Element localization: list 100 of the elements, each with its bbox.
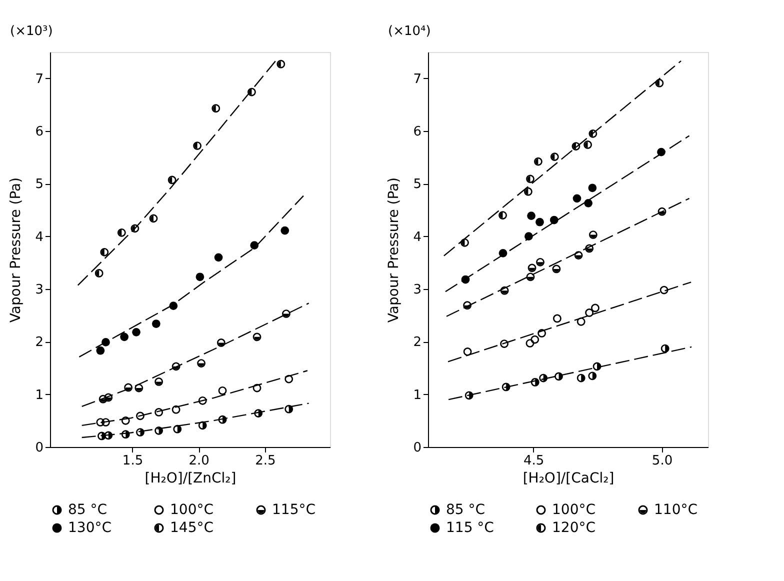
y-tick-label: 1 bbox=[413, 388, 422, 403]
y-tick-label: 1 bbox=[35, 388, 44, 403]
point bbox=[660, 344, 670, 353]
point bbox=[655, 78, 664, 88]
point bbox=[214, 253, 223, 262]
text: (×10³) bbox=[10, 24, 53, 39]
point bbox=[130, 224, 140, 233]
y-tick-label: 0 bbox=[35, 440, 44, 456]
point bbox=[172, 362, 180, 371]
y-tick-label: 3 bbox=[35, 282, 44, 298]
y-tick-label: 3 bbox=[413, 282, 422, 298]
point bbox=[460, 238, 469, 247]
point bbox=[94, 269, 104, 278]
point bbox=[536, 258, 544, 266]
legend-label: 145°C bbox=[170, 520, 214, 536]
point bbox=[572, 194, 582, 203]
point bbox=[500, 340, 508, 348]
point bbox=[553, 314, 562, 323]
text: (×10⁴) bbox=[388, 24, 431, 39]
point bbox=[500, 286, 509, 295]
y-tick-label: 4 bbox=[413, 230, 422, 245]
x-tick-label: 2.0 bbox=[188, 454, 210, 468]
point bbox=[658, 207, 666, 216]
point bbox=[550, 216, 558, 224]
point bbox=[588, 230, 598, 239]
y-tick-label: 2 bbox=[35, 335, 44, 350]
legend-label: 85 °C bbox=[446, 502, 486, 518]
point bbox=[528, 264, 536, 272]
line-series bbox=[81, 370, 308, 426]
point bbox=[530, 335, 540, 344]
point bbox=[197, 359, 206, 368]
y-tick-label: 0 bbox=[413, 440, 422, 456]
point bbox=[534, 157, 542, 166]
x-axis-title: [H₂O]/[ZnCl₂] bbox=[144, 470, 236, 486]
point bbox=[154, 378, 163, 386]
legend-label: 120°C bbox=[552, 520, 596, 536]
y-tick-label: 4 bbox=[35, 230, 44, 245]
point bbox=[527, 212, 536, 220]
x-tick-label: 1.5 bbox=[122, 454, 144, 468]
point bbox=[193, 142, 202, 150]
y-axis-title: Vapour Pressure (Pa) bbox=[8, 177, 24, 323]
point bbox=[498, 211, 507, 220]
point bbox=[120, 332, 128, 342]
point bbox=[585, 244, 594, 253]
point bbox=[252, 332, 262, 342]
point bbox=[536, 218, 544, 226]
x-tick-label: 5.0 bbox=[652, 454, 673, 468]
line-series bbox=[81, 402, 310, 438]
point bbox=[530, 378, 540, 386]
point bbox=[218, 386, 227, 395]
point bbox=[588, 372, 597, 380]
legend-label: 100°C bbox=[552, 502, 596, 518]
point bbox=[248, 88, 256, 96]
y-tick-label: 7 bbox=[35, 72, 44, 87]
point bbox=[124, 383, 132, 392]
point bbox=[282, 310, 290, 318]
point bbox=[212, 104, 220, 113]
point bbox=[104, 393, 113, 402]
x-tick-label: 4.5 bbox=[523, 454, 544, 468]
point bbox=[584, 140, 592, 149]
legend-label: 100°C bbox=[170, 502, 214, 518]
point bbox=[96, 346, 105, 355]
point bbox=[588, 184, 597, 192]
legend-label: 110°C bbox=[654, 502, 698, 518]
point bbox=[250, 241, 259, 250]
point bbox=[196, 272, 204, 282]
point bbox=[526, 174, 534, 184]
point bbox=[576, 374, 586, 382]
point bbox=[149, 214, 158, 223]
line-series bbox=[81, 302, 310, 408]
x-tick-label: 2.5 bbox=[255, 454, 276, 468]
point bbox=[217, 338, 226, 347]
point bbox=[550, 152, 559, 161]
point bbox=[280, 226, 290, 235]
point bbox=[524, 187, 532, 196]
y-tick-label: 5 bbox=[35, 177, 44, 192]
y-axis-title: Vapour Pressure (Pa) bbox=[386, 177, 402, 323]
y-tick-label: 5 bbox=[413, 177, 422, 192]
line-series bbox=[78, 195, 304, 358]
point bbox=[552, 264, 561, 274]
y-tick-label: 6 bbox=[413, 124, 422, 140]
point bbox=[585, 308, 594, 317]
point bbox=[168, 176, 176, 184]
point bbox=[572, 142, 580, 150]
point bbox=[588, 129, 598, 138]
point bbox=[100, 248, 109, 256]
point bbox=[132, 328, 140, 336]
point bbox=[526, 272, 535, 282]
point bbox=[152, 320, 160, 328]
point bbox=[154, 408, 163, 416]
point bbox=[136, 412, 144, 420]
point bbox=[463, 301, 472, 310]
point bbox=[660, 286, 668, 294]
y-tick-label: 2 bbox=[413, 335, 422, 350]
point bbox=[574, 251, 583, 260]
legend-label: 130°C bbox=[68, 520, 112, 536]
x-axis-title: [H₂O]/[CaCl₂] bbox=[522, 470, 614, 486]
legend-label: 115°C bbox=[272, 502, 316, 518]
point bbox=[584, 198, 592, 208]
legend-label: 115 °C bbox=[446, 520, 494, 536]
